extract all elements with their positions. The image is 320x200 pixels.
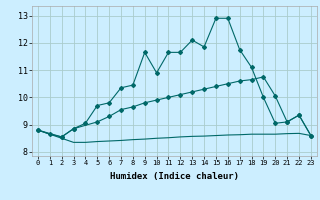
- X-axis label: Humidex (Indice chaleur): Humidex (Indice chaleur): [110, 172, 239, 181]
